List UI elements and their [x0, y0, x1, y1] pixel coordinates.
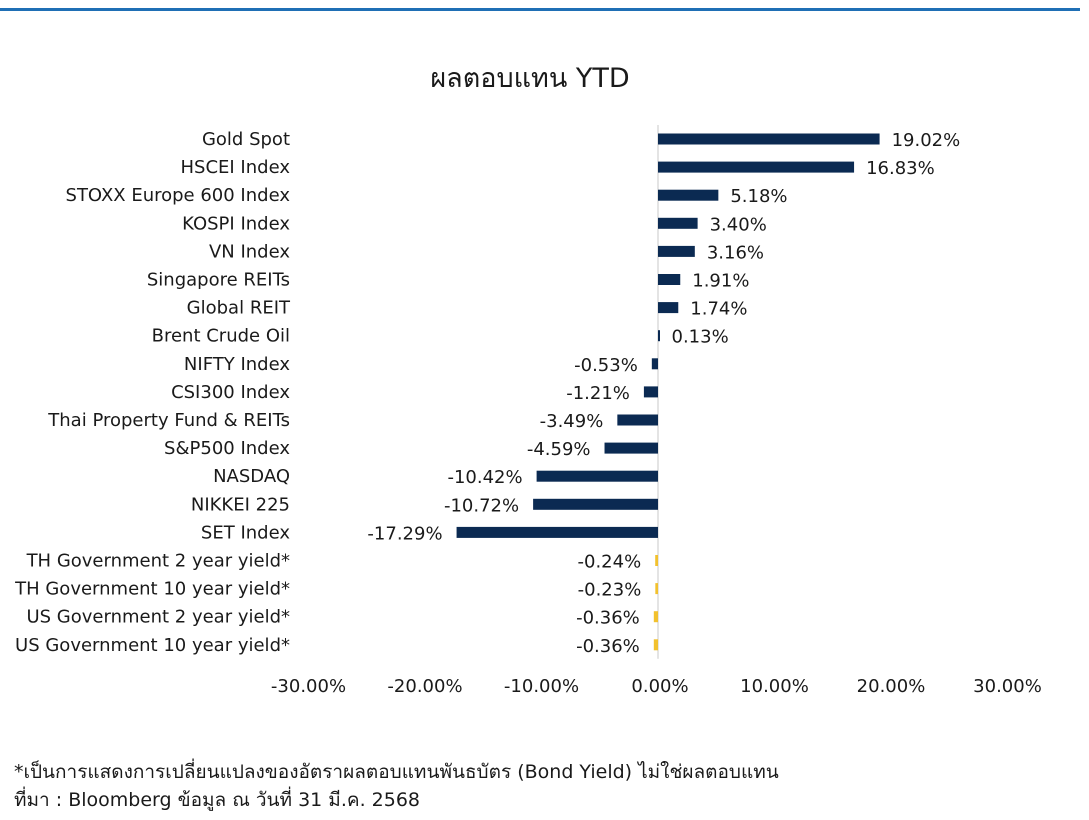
category-label: NIKKEI 225 [191, 494, 290, 515]
footnote-source: ที่มา : Bloomberg ข้อมูล ณ วันที่ 31 มี.… [14, 789, 421, 811]
data-label: -0.24% [578, 552, 642, 573]
data-label: 5.18% [730, 186, 787, 207]
data-label: 3.40% [710, 214, 767, 235]
category-label: KOSPI Index [182, 213, 290, 234]
x-tick-label: 0.00% [631, 676, 688, 697]
category-label: Gold Spot [202, 129, 290, 150]
bar [456, 526, 658, 538]
category-label: US Government 10 year yield* [15, 635, 290, 656]
bar [604, 442, 658, 454]
bar [617, 414, 658, 426]
bar [655, 583, 658, 595]
data-label: 0.13% [672, 327, 729, 348]
data-label: -10.42% [447, 467, 522, 488]
bar [536, 470, 658, 482]
bar [653, 611, 658, 623]
category-label: Global REIT [187, 298, 291, 319]
data-label: -3.49% [540, 411, 604, 432]
bar [658, 245, 695, 257]
x-tick-label: -30.00% [271, 676, 346, 697]
data-label: -0.23% [578, 580, 642, 601]
category-label: Brent Crude Oil [152, 326, 290, 347]
bar [643, 386, 658, 398]
data-label: 1.74% [690, 299, 747, 320]
top-accent-rule [0, 8, 1080, 11]
x-tick-label: 10.00% [740, 676, 809, 697]
category-label: Singapore REITs [147, 270, 290, 291]
data-label: 16.83% [866, 158, 935, 179]
category-label: TH Government 2 year yield* [26, 551, 290, 572]
x-tick-label: -20.00% [387, 676, 462, 697]
bar [653, 639, 658, 651]
category-label: CSI300 Index [171, 382, 290, 403]
bar [658, 161, 855, 173]
data-label: -10.72% [444, 495, 519, 516]
category-label: US Government 2 year yield* [26, 607, 290, 628]
x-tick-label: 20.00% [857, 676, 926, 697]
bar [658, 133, 880, 145]
category-label: S&P500 Index [164, 438, 290, 459]
data-label: -0.53% [574, 355, 638, 376]
x-tick-label: 30.00% [973, 676, 1042, 697]
data-label: 3.16% [707, 242, 764, 263]
data-label: 19.02% [892, 130, 961, 151]
bar [658, 302, 679, 314]
bar [655, 555, 658, 566]
category-label: TH Government 10 year yield* [14, 579, 290, 600]
bar [658, 274, 681, 285]
bar [651, 358, 658, 370]
footnote-note: *เป็นการแสดงการเปลี่ยนแปลงของอัตราผลตอบแ… [14, 761, 779, 783]
data-label: -0.36% [576, 636, 640, 657]
category-label: NIFTY Index [184, 354, 290, 375]
data-label: -1.21% [566, 383, 630, 404]
chart-title: ผลตอบแทน YTD [430, 63, 630, 94]
bar [658, 217, 698, 229]
category-label: NASDAQ [213, 466, 290, 487]
bar [533, 498, 658, 510]
category-label: HSCEI Index [181, 157, 291, 178]
category-label: Thai Property Fund & REITs [47, 410, 290, 431]
data-label: -4.59% [527, 439, 591, 460]
bar [658, 330, 660, 342]
data-label: -0.36% [576, 608, 640, 629]
bar [658, 189, 719, 201]
data-label: 1.91% [692, 271, 749, 292]
category-label: STOXX Europe 600 Index [66, 185, 291, 206]
ytd-return-bar-chart: Gold Spot 19.02% HSCEI Index 16.83% STOXX Eu… [14, 125, 1042, 697]
category-label: SET Index [201, 522, 290, 543]
category-label: VN Index [209, 241, 290, 262]
data-label: -17.29% [367, 523, 442, 544]
x-tick-label: -10.00% [504, 676, 579, 697]
